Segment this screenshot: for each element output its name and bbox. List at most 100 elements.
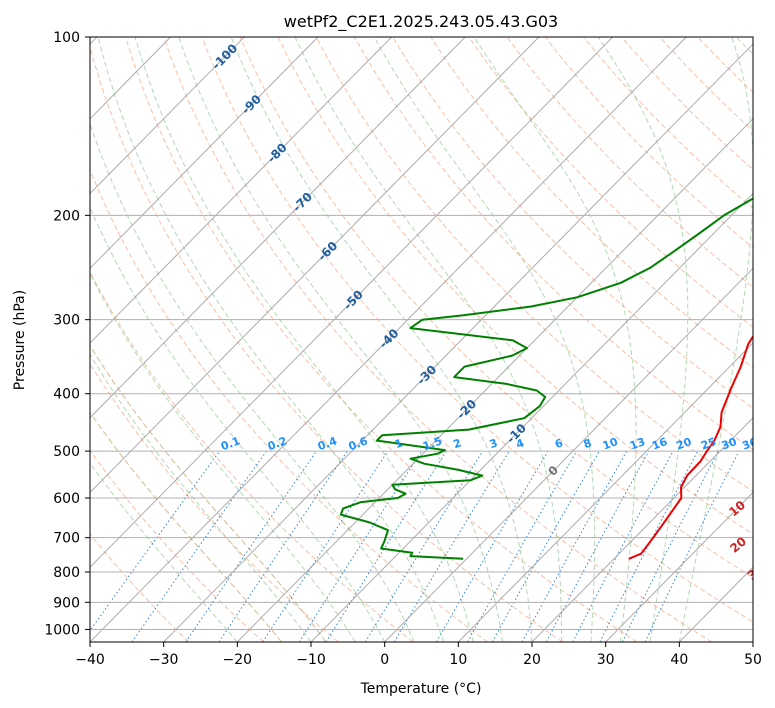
dry-adiabat xyxy=(353,37,753,451)
isotherm xyxy=(90,37,466,419)
y-axis: 100 200 300 400 500 600 700 800 900 1000 xyxy=(44,30,90,638)
mixing-ratio-label: 36 xyxy=(740,435,759,453)
y-tick-label: 100 xyxy=(53,30,80,46)
isotherm xyxy=(384,267,753,642)
x-tick-label: −30 xyxy=(149,652,179,668)
moist-adiabat xyxy=(90,344,327,642)
y-tick-label: 500 xyxy=(53,444,80,460)
mixing-ratio-line xyxy=(218,450,348,642)
isotherm xyxy=(310,192,753,642)
dewpoint-line xyxy=(339,197,753,560)
mixing-ratio-label: 10 xyxy=(601,435,620,453)
mixing-ratio-label: 8 xyxy=(582,436,594,451)
x-tick-label: 30 xyxy=(597,652,615,668)
mixing-ratio-label: 0.2 xyxy=(266,434,289,453)
x-tick-label: 20 xyxy=(523,652,541,668)
isotherm xyxy=(531,417,753,642)
x-tick-label: 40 xyxy=(670,652,688,668)
moist-adiabat xyxy=(373,37,596,642)
x-tick-label: −20 xyxy=(223,652,253,668)
dry-adiabat xyxy=(90,44,563,642)
moist-adiabat xyxy=(473,37,637,642)
dry-adiabat xyxy=(90,362,339,642)
mixing-ratio-label: 25 xyxy=(699,435,718,452)
dry-adiabat xyxy=(90,533,190,642)
y-tick-label: 700 xyxy=(53,531,80,547)
isotherm xyxy=(90,37,245,195)
mixing-ratio-line xyxy=(521,450,628,642)
moist-adiabat xyxy=(90,272,356,642)
plot-frame xyxy=(89,36,754,643)
mixing-ratio-line xyxy=(298,450,423,642)
dry-adiabat xyxy=(125,37,638,642)
dry-adiabat xyxy=(239,37,753,579)
moist-adiabat xyxy=(678,37,753,642)
isotherm xyxy=(236,118,753,642)
isotherm xyxy=(90,37,392,344)
mixing-ratio-line xyxy=(185,450,317,642)
mixing-ratio-line xyxy=(364,450,484,642)
series-lines xyxy=(339,197,753,560)
y-tick-label: 900 xyxy=(53,595,80,611)
mixing-ratio-label: 4 xyxy=(514,436,526,451)
temperature-line xyxy=(628,334,753,560)
y-tick-label: 400 xyxy=(53,387,80,403)
mixing-ratio-label: 0.4 xyxy=(316,434,339,453)
y-axis-label: Pressure (hPa) xyxy=(12,290,28,390)
dry-adiabat xyxy=(392,37,753,409)
isotherm xyxy=(605,491,753,642)
x-tick-label: 10 xyxy=(449,652,467,668)
dry-adiabat xyxy=(201,37,753,623)
moist-adiabat xyxy=(597,37,689,642)
mixing-ratio-label: 20 xyxy=(674,435,693,453)
moist-adiabat xyxy=(294,37,562,642)
isotherm xyxy=(457,342,753,642)
mixing-ratio-label: 30 xyxy=(720,435,739,453)
mixing-ratio-line xyxy=(90,450,221,632)
mixing-ratio-line xyxy=(325,450,447,642)
moist-adiabat xyxy=(230,37,533,642)
dry-adiabat xyxy=(315,37,753,493)
mixing-ratio-line xyxy=(621,450,719,642)
mixing-ratio-line xyxy=(545,450,650,642)
moist-adiabat xyxy=(90,462,238,642)
isotherm xyxy=(90,37,687,642)
isotherm xyxy=(90,37,319,269)
x-tick-label: −40 xyxy=(75,652,105,668)
mixing-ratio-label: 0.1 xyxy=(219,434,242,453)
mixing-ratio-label: 1 xyxy=(393,436,405,451)
mixing-ratio-line xyxy=(262,450,389,642)
mixing-ratio-label: 6 xyxy=(553,436,565,451)
x-tick-label: 0 xyxy=(380,652,389,668)
moist-adiabat xyxy=(90,411,282,642)
x-tick-label: 50 xyxy=(744,652,762,668)
moist-adiabat xyxy=(178,37,503,642)
mixing-ratio-label: 1.5 xyxy=(421,434,444,453)
isotherm xyxy=(90,37,613,568)
mixing-ratio-label: 0.6 xyxy=(347,434,370,453)
y-tick-label: 300 xyxy=(53,313,80,329)
y-tick-label: 800 xyxy=(53,565,80,581)
mixing-ratio-line xyxy=(644,450,740,642)
mixing-ratio-label: 13 xyxy=(628,435,647,452)
x-axis: −40 −30 −20 −10 0 10 20 30 40 50 xyxy=(75,642,762,668)
isotherm xyxy=(163,43,753,642)
moist-adiabat xyxy=(97,37,445,642)
dry-adiabat-label: 30 xyxy=(745,561,767,582)
mixing-ratio-label: 16 xyxy=(650,435,669,453)
x-axis-label: Temperature (°C) xyxy=(360,681,482,697)
y-tick-label: 600 xyxy=(53,491,80,507)
x-tick-label: −10 xyxy=(296,652,326,668)
dry-adiabat xyxy=(468,37,753,328)
mixing-ratio-label: 3 xyxy=(488,436,500,451)
moist-adiabat xyxy=(134,37,474,642)
grid-lines xyxy=(90,37,753,642)
dry-adiabat xyxy=(90,270,414,642)
mixing-ratio-label: 2 xyxy=(451,436,463,451)
y-tick-label: 1000 xyxy=(44,622,80,638)
dry-adiabat xyxy=(163,37,712,642)
chart-title: wetPf2_C2E1.2025.243.05.43.G03 xyxy=(284,12,558,32)
mixing-ratio-line xyxy=(393,450,510,642)
isotherm xyxy=(90,37,540,494)
